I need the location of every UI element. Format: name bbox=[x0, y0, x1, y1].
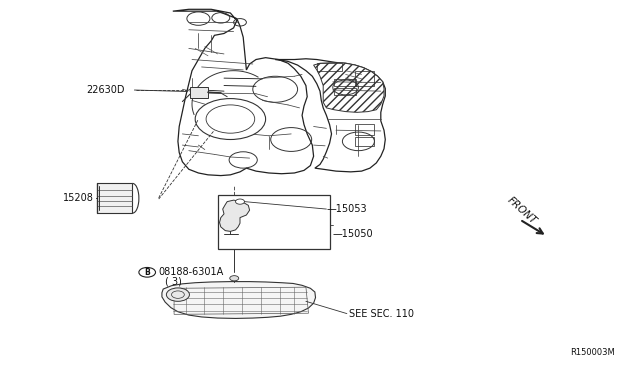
Bar bbox=[334, 88, 356, 95]
Polygon shape bbox=[220, 200, 250, 231]
Text: B: B bbox=[145, 268, 150, 277]
Text: R150003M: R150003M bbox=[570, 348, 614, 357]
Circle shape bbox=[236, 199, 244, 204]
Circle shape bbox=[166, 288, 189, 301]
Bar bbox=[190, 87, 208, 98]
Text: SEE SEC. 110: SEE SEC. 110 bbox=[349, 309, 414, 318]
Bar bbox=[218, 195, 330, 249]
Bar bbox=[355, 71, 374, 86]
Text: FRONT: FRONT bbox=[506, 195, 539, 226]
Text: 22630D: 22630D bbox=[86, 85, 125, 95]
Bar bbox=[97, 183, 132, 213]
Bar bbox=[334, 79, 356, 86]
Text: ( 3): ( 3) bbox=[165, 277, 182, 286]
Text: 08188-6301A: 08188-6301A bbox=[159, 267, 224, 276]
Bar bbox=[355, 137, 374, 146]
Bar bbox=[317, 63, 342, 71]
Bar bbox=[355, 124, 374, 135]
Circle shape bbox=[230, 276, 239, 281]
Text: 15208: 15208 bbox=[63, 193, 93, 203]
Circle shape bbox=[195, 99, 266, 140]
Text: —15050: —15050 bbox=[333, 229, 373, 238]
Polygon shape bbox=[314, 62, 384, 112]
Text: —15053: —15053 bbox=[326, 204, 367, 214]
Polygon shape bbox=[162, 282, 316, 318]
